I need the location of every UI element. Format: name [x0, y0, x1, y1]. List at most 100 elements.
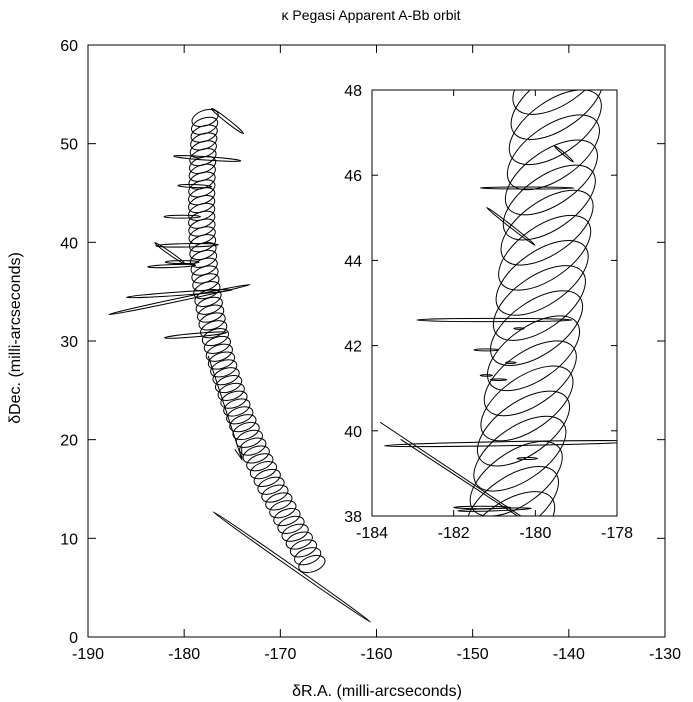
main-error-ellipse — [212, 511, 372, 623]
inset-x-tick-label: -184 — [356, 525, 388, 542]
main-x-tick-label: -190 — [72, 646, 104, 663]
inset-error-ellipse — [479, 374, 493, 377]
main-orbit-loop — [191, 116, 219, 135]
inset-orbit-loop — [462, 491, 556, 516]
main-orbit-loop — [232, 421, 260, 441]
inset-error-ellipse — [473, 348, 500, 352]
inset-error-ellipse — [486, 206, 536, 246]
inset-error-ellipse — [383, 440, 617, 448]
main-orbit-loop — [289, 539, 318, 558]
inset-data-layer — [379, 90, 617, 516]
inset-orbit-loop — [512, 90, 606, 115]
main-orbit-loop — [294, 547, 322, 566]
inset-error-ellipse — [416, 317, 573, 323]
main-orbit-loop — [220, 390, 248, 409]
inset-error-ellipse — [513, 327, 525, 330]
main-error-ellipse — [108, 283, 251, 316]
main-orbit-loop — [226, 406, 254, 425]
inset-x-tick-label: -180 — [519, 525, 551, 542]
main-orbit-loop — [191, 108, 219, 128]
main-error-ellipse — [177, 184, 213, 189]
inset-orbit-loop — [465, 465, 559, 516]
main-orbit-loop — [249, 461, 278, 480]
main-orbit-loop — [200, 320, 228, 339]
y-axis-label: δDec. (milli-arcseconds) — [7, 252, 24, 424]
main-x-tick-label: -170 — [264, 646, 296, 663]
inset-plot-frame — [371, 89, 618, 517]
main-orbit-loop — [223, 398, 251, 417]
inset-crossing-line — [379, 421, 522, 516]
inset-error-ellipse — [516, 456, 538, 461]
main-orbit-loop — [217, 382, 245, 401]
main-orbit-loop — [198, 312, 226, 331]
main-data-layer — [108, 107, 372, 623]
main-orbit-loop — [207, 351, 236, 370]
main-motion-arrow — [207, 355, 243, 460]
main-x-tick-label: -140 — [553, 646, 585, 663]
main-y-tick-label: 40 — [60, 235, 78, 252]
main-orbit-loop — [246, 453, 274, 472]
main-orbit-loop — [205, 343, 233, 362]
inset-error-ellipse — [505, 361, 517, 364]
main-orbit-loop — [203, 335, 231, 354]
inset-orbit-track — [462, 90, 606, 516]
main-orbit-loop — [281, 523, 309, 542]
main-y-tick-label: 10 — [60, 531, 78, 548]
main-orbit-loop — [242, 445, 270, 464]
main-y-tick-label: 50 — [60, 137, 78, 154]
main-error-ellipse — [210, 107, 244, 134]
main-x-tick-label: -130 — [649, 646, 681, 663]
inset-y-tick-label: 46 — [344, 168, 362, 185]
main-error-ellipse — [126, 289, 233, 299]
inset-error-ellipse — [489, 378, 508, 381]
main-orbit-loop — [210, 359, 238, 378]
main-motion-arrowhead — [234, 447, 243, 462]
inset-y-tick-label: 44 — [344, 253, 362, 270]
main-orbit-loop — [257, 476, 285, 495]
inset-error-ellipse — [479, 186, 575, 190]
inset-orbit-loop — [510, 90, 604, 141]
main-orbit-loop — [269, 500, 297, 519]
inset-orbit-loop — [476, 390, 571, 467]
main-orbit-loop — [277, 515, 305, 534]
main-orbit-loop — [273, 508, 301, 527]
main-orbit-loop — [214, 374, 243, 394]
inset-orbit-loop — [480, 365, 574, 442]
inset-x-tick-label: -178 — [601, 525, 633, 542]
main-orbit-track — [188, 108, 326, 574]
inset-y-tick-label: 38 — [344, 509, 362, 526]
main-error-ellipse — [155, 243, 219, 248]
main-orbit-loop — [201, 328, 230, 347]
main-x-tick-label: -160 — [360, 646, 392, 663]
chart-title: κ Pegasi Apparent A-Bb orbit — [282, 7, 461, 23]
main-y-tick-label: 60 — [60, 38, 78, 55]
main-orbit-loop — [285, 531, 313, 550]
main-error-ellipse — [164, 331, 228, 339]
main-orbit-loop — [261, 484, 289, 503]
inset-orbit-loop — [508, 90, 602, 166]
inset-y-tick-label: 42 — [344, 339, 362, 356]
main-error-ellipse — [164, 260, 200, 265]
main-error-ellipse — [163, 214, 202, 219]
x-axis-label: δR.A. (milli-arcseconds) — [292, 683, 462, 700]
inset-x-tick-label: -182 — [438, 525, 470, 542]
inset-orbit-loop — [483, 340, 577, 417]
main-error-ellipse — [147, 263, 197, 269]
main-orbit-loop — [265, 492, 293, 511]
main-error-ellipse — [173, 155, 242, 162]
inset-error-ellipse — [457, 507, 532, 512]
main-orbit-loop — [239, 437, 267, 456]
main-x-tick-label: -150 — [457, 646, 489, 663]
inset-orbit-loop — [473, 415, 567, 492]
main-y-tick-label: 30 — [60, 334, 78, 351]
main-x-tick-label: -180 — [168, 646, 200, 663]
inset-error-ellipse — [554, 145, 574, 163]
main-orbit-loop — [212, 367, 240, 386]
inset-y-tick-label: 40 — [344, 424, 362, 441]
inset-background — [372, 90, 617, 516]
inset-y-tick-label: 48 — [344, 83, 362, 100]
main-orbit-loop — [298, 554, 326, 574]
main-orbit-loop — [253, 468, 281, 488]
inset-plot-area: -184 -182 -180 -178 38 40 42 44 46 48 — [344, 83, 633, 542]
main-y-tick-label: 20 — [60, 433, 78, 450]
